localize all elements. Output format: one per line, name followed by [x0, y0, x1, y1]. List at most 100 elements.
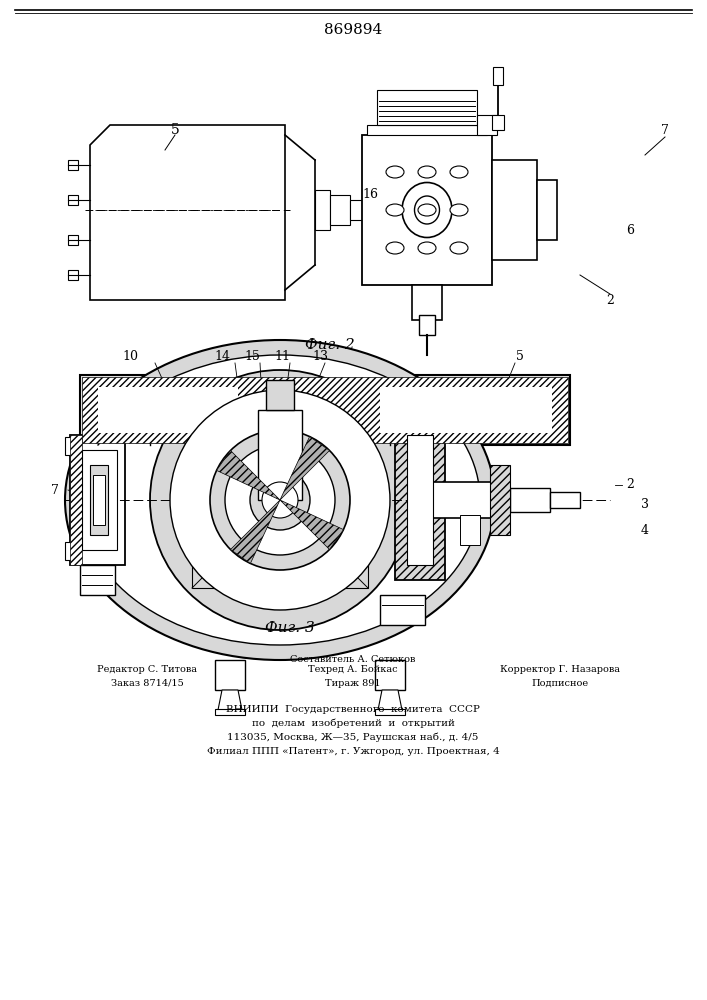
- Text: Фиг. 3: Фиг. 3: [265, 621, 315, 635]
- Text: 14: 14: [214, 351, 230, 363]
- Text: Фиг. 2: Фиг. 2: [305, 338, 355, 352]
- Bar: [65, 437, 73, 455]
- Bar: [377, 90, 477, 125]
- Ellipse shape: [386, 204, 404, 216]
- Circle shape: [225, 445, 335, 555]
- Bar: [80, 375, 570, 445]
- Bar: [419, 315, 435, 335]
- Bar: [68, 235, 78, 245]
- Text: Тираж 891: Тираж 891: [325, 679, 381, 688]
- Bar: [332, 552, 368, 588]
- Bar: [407, 435, 433, 565]
- Text: 11: 11: [274, 351, 290, 363]
- Text: Составитель А. Сетюков: Составитель А. Сетюков: [291, 655, 416, 664]
- Circle shape: [250, 470, 310, 530]
- Ellipse shape: [418, 242, 436, 254]
- Bar: [82, 450, 117, 550]
- Bar: [380, 387, 552, 433]
- Circle shape: [210, 430, 350, 570]
- Bar: [82, 377, 568, 443]
- Bar: [510, 488, 550, 512]
- Text: Редактор С. Титова: Редактор С. Титова: [97, 665, 197, 674]
- Bar: [65, 542, 73, 560]
- Polygon shape: [280, 437, 329, 500]
- Bar: [410, 515, 430, 545]
- Bar: [266, 380, 294, 410]
- Bar: [537, 180, 557, 240]
- Text: 7: 7: [661, 123, 669, 136]
- Text: Корректор Г. Назарова: Корректор Г. Назарова: [500, 665, 620, 674]
- Text: 3: 3: [641, 498, 649, 512]
- Ellipse shape: [418, 204, 436, 216]
- Bar: [492, 115, 504, 130]
- Bar: [98, 387, 552, 433]
- Ellipse shape: [65, 340, 495, 660]
- Bar: [215, 709, 245, 715]
- Text: 13: 13: [312, 351, 328, 363]
- Bar: [493, 67, 503, 85]
- Bar: [350, 200, 362, 220]
- Text: 4: 4: [641, 524, 649, 536]
- Text: 5: 5: [170, 123, 180, 137]
- Polygon shape: [90, 125, 285, 300]
- Text: 7: 7: [51, 484, 59, 496]
- Bar: [98, 387, 238, 433]
- Text: 869894: 869894: [324, 23, 382, 37]
- Ellipse shape: [450, 204, 468, 216]
- Bar: [70, 435, 125, 565]
- Bar: [315, 190, 330, 230]
- Circle shape: [170, 390, 390, 610]
- Text: Заказ 8714/15: Заказ 8714/15: [110, 679, 183, 688]
- Bar: [380, 595, 425, 625]
- Bar: [70, 435, 82, 565]
- Bar: [93, 475, 105, 525]
- Bar: [477, 115, 497, 135]
- Ellipse shape: [80, 355, 480, 645]
- Text: 10: 10: [122, 351, 138, 363]
- Text: 5: 5: [516, 351, 524, 363]
- Text: Филиал ППП «Патент», г. Ужгород, ул. Проектная, 4: Филиал ППП «Патент», г. Ужгород, ул. Про…: [206, 747, 499, 756]
- Ellipse shape: [386, 166, 404, 178]
- Circle shape: [262, 482, 298, 518]
- Polygon shape: [216, 451, 280, 500]
- Ellipse shape: [414, 196, 440, 224]
- Bar: [490, 465, 510, 535]
- Bar: [492, 160, 537, 260]
- Bar: [90, 465, 108, 535]
- Text: 6: 6: [626, 224, 634, 236]
- Bar: [258, 410, 302, 500]
- Text: 2: 2: [626, 479, 634, 491]
- Text: 2: 2: [606, 294, 614, 306]
- Text: Подписное: Подписное: [532, 679, 588, 688]
- Circle shape: [150, 370, 410, 630]
- Text: ВНИИПИ  Государственного  комитета  СССР: ВНИИПИ Государственного комитета СССР: [226, 705, 480, 714]
- Bar: [550, 492, 580, 508]
- Text: Техред А. Бойкас: Техред А. Бойкас: [308, 665, 398, 674]
- Bar: [68, 160, 78, 170]
- Polygon shape: [378, 690, 402, 710]
- Bar: [412, 285, 442, 320]
- Polygon shape: [230, 500, 280, 563]
- Text: 15: 15: [244, 351, 260, 363]
- Text: по  делам  изобретений  и  открытий: по делам изобретений и открытий: [252, 719, 455, 728]
- Bar: [68, 270, 78, 280]
- Bar: [410, 482, 510, 518]
- Ellipse shape: [450, 242, 468, 254]
- Bar: [80, 565, 115, 595]
- Bar: [330, 195, 350, 225]
- Bar: [375, 660, 405, 690]
- Polygon shape: [280, 500, 344, 549]
- Text: 113035, Москва, Ж—35, Раушская наб., д. 4/5: 113035, Москва, Ж—35, Раушская наб., д. …: [228, 733, 479, 742]
- Bar: [375, 709, 405, 715]
- Bar: [362, 135, 492, 285]
- Bar: [68, 195, 78, 205]
- Bar: [215, 660, 245, 690]
- Ellipse shape: [418, 166, 436, 178]
- Bar: [460, 515, 480, 545]
- Text: 16: 16: [362, 188, 378, 202]
- Polygon shape: [218, 690, 242, 710]
- Ellipse shape: [386, 242, 404, 254]
- Ellipse shape: [402, 182, 452, 237]
- Ellipse shape: [450, 166, 468, 178]
- Bar: [367, 125, 487, 135]
